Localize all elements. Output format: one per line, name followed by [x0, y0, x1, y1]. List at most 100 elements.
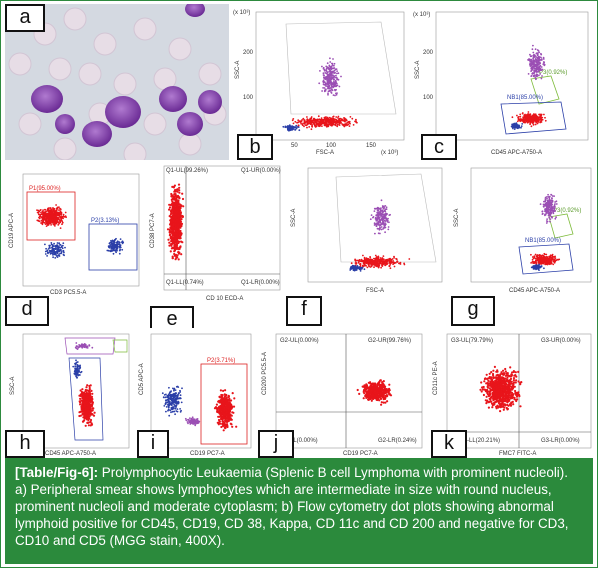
event-dot: [45, 247, 47, 250]
event-dot: [177, 386, 180, 388]
event-dot: [389, 267, 392, 270]
event-dot: [536, 116, 538, 118]
event-dot: [328, 78, 330, 80]
event-dot: [532, 262, 535, 265]
event-dot: [356, 265, 359, 268]
event-dot: [174, 389, 177, 391]
event-dot: [389, 259, 391, 262]
event-dot: [554, 217, 557, 220]
event-dot: [367, 264, 370, 266]
event-dot: [531, 115, 533, 118]
event-dot: [178, 186, 181, 189]
event-dot: [534, 253, 537, 256]
event-dot: [380, 266, 382, 269]
event-dot: [327, 67, 330, 70]
event-dot: [111, 239, 114, 242]
event-dot: [381, 264, 383, 266]
event-dot: [85, 398, 88, 401]
g-xlabel: CD45 APC-A750-A: [509, 288, 560, 294]
event-dot: [375, 218, 378, 221]
event-dot: [382, 255, 385, 257]
event-dot: [325, 116, 327, 118]
event-dot: [86, 384, 89, 387]
d-gate-p1: [26, 191, 76, 241]
event-dot: [543, 267, 545, 270]
event-dot: [546, 208, 549, 211]
event-dot: [42, 214, 44, 217]
event-dot: [383, 225, 385, 227]
event-dot: [42, 210, 44, 213]
d-ylabel: CD19 APC-A: [9, 213, 15, 248]
c-dots: [510, 44, 547, 130]
event-dot: [63, 254, 65, 257]
event-dot: [536, 257, 538, 259]
event-dot: [334, 71, 336, 74]
event-dot: [543, 61, 545, 64]
c-xlabel: CD45 APC-A750-A: [491, 150, 542, 156]
event-dot: [326, 73, 329, 76]
event-dot: [375, 225, 378, 228]
event-dot: [540, 121, 543, 123]
event-dot: [44, 250, 47, 253]
event-dot: [536, 61, 539, 64]
event-dot: [46, 223, 49, 226]
event-dot: [380, 199, 383, 202]
event-dot: [75, 359, 77, 362]
event-dot: [174, 237, 177, 240]
event-dot: [319, 121, 322, 124]
event-dot: [48, 249, 51, 252]
g-plot-frame: [470, 167, 592, 283]
event-dot: [170, 244, 173, 247]
b-xlabel: FSC-A: [316, 150, 334, 156]
event-dot: [557, 258, 560, 261]
event-dot: [520, 126, 522, 129]
event-dot: [327, 93, 329, 96]
event-dot: [79, 414, 82, 417]
event-dot: [36, 219, 39, 222]
c-gate2-label: NB1(85.00%): [507, 95, 543, 101]
c-ylabel: SSC-A: [415, 61, 421, 79]
event-dot: [168, 208, 171, 211]
event-dot: [336, 70, 338, 72]
event-dot: [175, 246, 178, 249]
event-dot: [376, 227, 379, 230]
e-q-lr: Q1-LR(0.00%): [241, 280, 280, 286]
event-dot: [60, 245, 63, 248]
event-dot: [384, 210, 387, 213]
event-dot: [179, 391, 182, 393]
event-dot: [113, 241, 116, 244]
event-dot: [359, 268, 362, 271]
event-dot: [531, 48, 534, 51]
event-dot: [383, 214, 386, 216]
event-dot: [322, 119, 325, 121]
event-dot: [174, 216, 177, 219]
c-plot-frame: [435, 11, 589, 141]
event-dot: [174, 220, 177, 223]
event-dot: [181, 197, 185, 201]
event-dot: [115, 251, 117, 254]
event-dot: [56, 207, 59, 210]
event-dot: [336, 84, 339, 87]
event-dot: [554, 203, 556, 205]
event-dot: [76, 365, 79, 368]
b-xtick-100: 100: [326, 143, 337, 149]
f-ylabel: SSC-A: [291, 209, 297, 227]
event-dot: [305, 124, 308, 127]
event-dot: [83, 343, 85, 346]
d-xlabel: CD3 PC5.5-A: [50, 290, 86, 296]
event-dot: [50, 209, 53, 212]
event-dot: [549, 256, 551, 259]
event-dot: [393, 257, 395, 259]
event-dot: [519, 115, 522, 118]
event-dot: [528, 116, 531, 118]
event-dot: [90, 389, 93, 392]
event-dot: [163, 405, 166, 407]
event-dot: [56, 213, 59, 215]
event-dot: [375, 214, 378, 217]
event-dot: [337, 72, 340, 75]
event-dot: [551, 197, 553, 199]
event-dot: [535, 265, 537, 268]
event-dot: [325, 75, 328, 78]
event-dot: [517, 116, 520, 118]
event-dot: [321, 125, 323, 127]
